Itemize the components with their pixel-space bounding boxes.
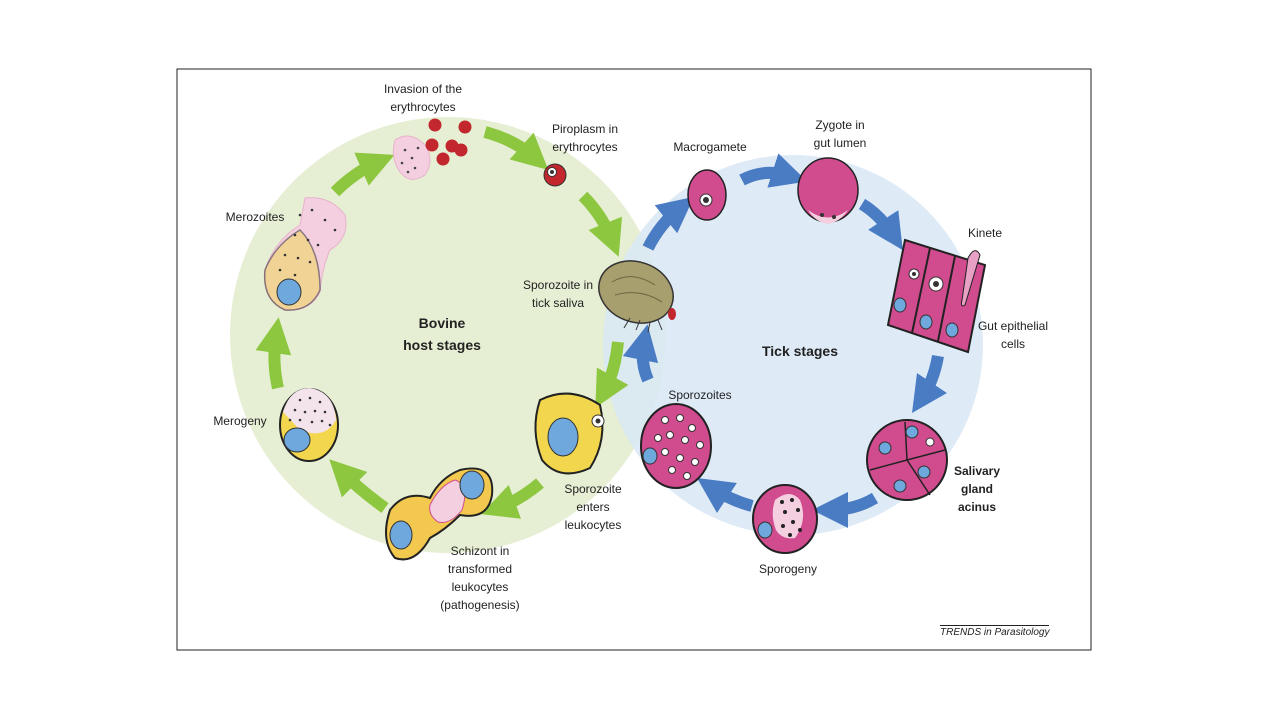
macrogamete-cell	[687, 169, 727, 221]
arrow-host-5	[481, 478, 544, 519]
arrow-host-3	[578, 191, 623, 257]
arrow-tick-1	[642, 196, 695, 251]
tick-cycle-arrows	[622, 153, 947, 528]
arrow-host-2	[483, 126, 549, 171]
label-sporozoites: Sporozoites	[668, 388, 732, 402]
sporozoite-enters-leukocyte	[534, 392, 605, 475]
label-zygote: Zygote in gut lumen	[813, 118, 867, 150]
label-macrogamete: Macrogamete	[673, 140, 747, 154]
arrow-tick-5	[812, 491, 879, 528]
arrow-tick-4	[912, 354, 947, 413]
label-gut-epithelial: Gut epithelial cells	[977, 319, 1049, 351]
piroplasm-erythrocyte	[543, 163, 567, 187]
invasion-erythrocytes	[392, 118, 472, 180]
arrow-tick-6	[697, 478, 754, 513]
merogeny-cell	[279, 388, 339, 462]
arrow-tick-2	[739, 153, 808, 188]
label-kinete: Kinete	[967, 226, 1003, 240]
label-merozoites: Merozoites	[225, 210, 285, 224]
label-salivary-gland: Salivary gland acinus	[953, 464, 1001, 514]
label-piroplasm: Piroplasm in erythrocytes	[551, 122, 619, 154]
label-merogeny: Merogeny	[213, 414, 267, 428]
label-tick-stages: Tick stages	[761, 343, 838, 359]
label-schizont: Schizont in transformed leukocytes (path…	[440, 544, 520, 612]
schizont-leukocyte	[385, 467, 494, 561]
sporogeny-cell	[752, 484, 818, 554]
tick-illustration	[598, 260, 676, 333]
arrow-host-1	[330, 152, 395, 197]
arrow-tick-7	[622, 324, 659, 383]
label-sporogeny: Sporogeny	[758, 562, 818, 576]
salivary-gland-acinus	[866, 419, 948, 501]
arrow-host-4	[595, 341, 629, 408]
label-sporozoite-enters: Sporozoite enters leukocytes	[564, 482, 622, 532]
gut-epithelial-cells	[886, 238, 987, 354]
figure-credit: TRENDS in Parasitology	[940, 625, 1050, 638]
arrow-host-6	[329, 459, 389, 513]
zygote-cell	[797, 157, 859, 224]
arrow-tick-3	[858, 198, 903, 251]
merozoites-cell	[263, 197, 347, 311]
sporozoites-cell	[640, 403, 712, 489]
label-sporozoite-tick-saliva: Sporozoite in tick saliva	[522, 278, 594, 310]
host-cycle-arrows	[255, 126, 629, 519]
label-invasion-erythrocytes: Invasion of the erythrocytes	[383, 82, 463, 114]
arrow-host-7	[255, 317, 292, 390]
label-bovine-host-stages: Bovine host stages	[403, 315, 481, 353]
